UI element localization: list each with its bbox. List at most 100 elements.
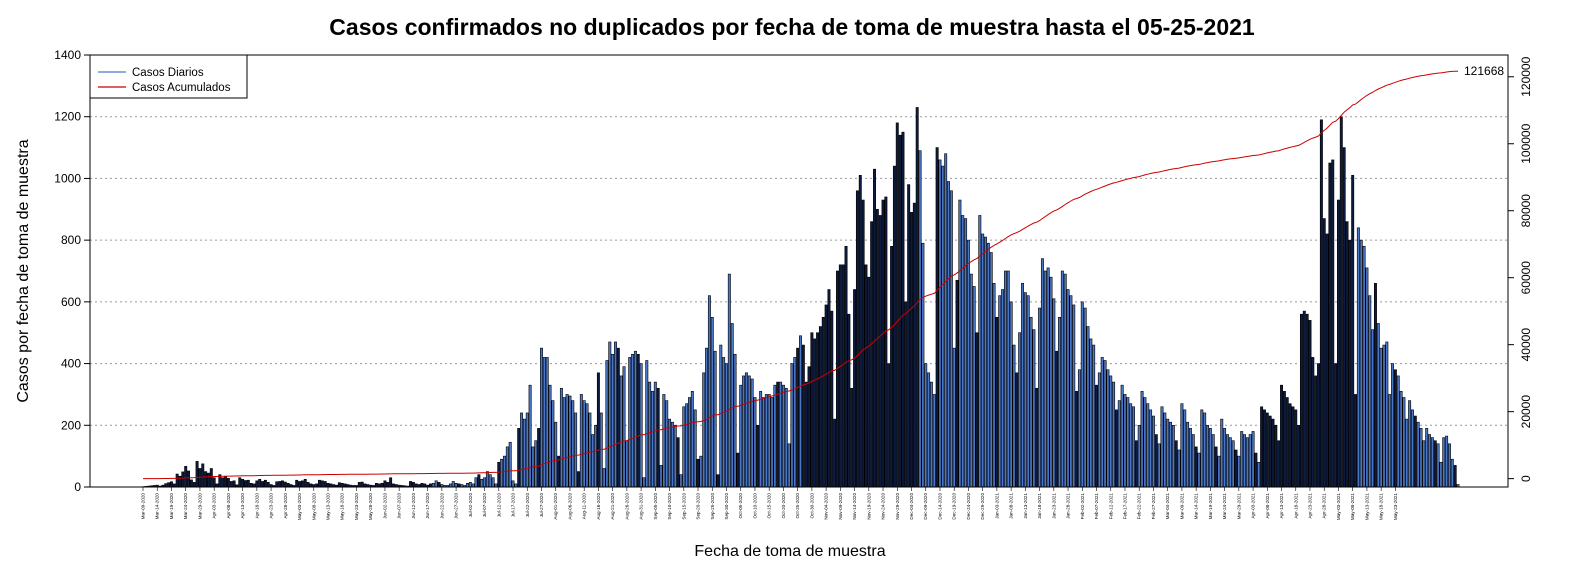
bar-daily (1277, 440, 1281, 488)
bar-daily (796, 347, 800, 488)
bar-daily (1430, 437, 1434, 488)
bar-daily (756, 424, 760, 488)
bar-daily (807, 366, 811, 488)
bar-daily (1419, 428, 1423, 488)
bar-daily (241, 478, 245, 488)
bar-daily (864, 264, 868, 488)
bar-daily (907, 184, 911, 488)
bar-daily (1405, 418, 1409, 488)
bar-daily (323, 481, 327, 488)
y-axis-title: Casos por fecha de toma de muestra (15, 139, 32, 402)
bar-daily (1348, 239, 1352, 488)
bar-daily (574, 412, 578, 488)
bar-daily (263, 479, 267, 488)
bar-daily (303, 478, 307, 488)
bar-daily (844, 246, 848, 488)
bar-daily (189, 479, 193, 488)
bar-daily (520, 412, 524, 488)
bar-daily (181, 471, 185, 488)
bar-daily (1436, 443, 1440, 488)
bar-daily (1166, 418, 1170, 488)
daily-bars (141, 107, 1460, 488)
bar-daily (614, 341, 617, 488)
date-tick-label: Mar-09-2020 (141, 493, 146, 520)
bar-daily (283, 481, 287, 488)
bar-daily (1126, 397, 1130, 488)
bar-daily (1174, 440, 1178, 488)
bar-daily (1453, 465, 1457, 488)
bar-daily (670, 421, 674, 488)
date-tick-label: Apr-18-2020 (254, 493, 259, 519)
date-tick-label: Jun-02-2020 (382, 493, 387, 519)
date-tick-label: Mar-04-2021 (1165, 493, 1170, 520)
bar-daily (1208, 428, 1212, 488)
date-tick-label: Feb-22-2021 (1137, 493, 1142, 520)
bar-daily (1103, 360, 1107, 488)
bar-daily (1339, 116, 1343, 488)
date-tick-label: Dec-19-2020 (952, 493, 957, 520)
bar-daily (562, 397, 566, 488)
bar-daily (904, 301, 908, 488)
bar-daily (918, 150, 922, 488)
bar-daily (935, 147, 939, 488)
bar-daily (793, 357, 797, 488)
bar-daily (1322, 218, 1326, 488)
bar-daily (608, 341, 612, 488)
bar-daily (972, 286, 976, 488)
bar-daily (548, 384, 552, 488)
bar-daily (605, 360, 609, 488)
date-tick-label: Feb-27-2021 (1151, 493, 1156, 520)
bar-daily (929, 381, 933, 488)
bar-daily (528, 384, 532, 488)
bar-daily (437, 482, 441, 488)
bar-daily (742, 375, 746, 488)
y2-tick-label: 20000 (1519, 395, 1533, 429)
bar-daily (648, 381, 652, 488)
bar-daily (804, 381, 808, 488)
y-tick-label: 800 (61, 233, 81, 247)
bar-daily (1382, 344, 1386, 488)
bar-daily (690, 391, 694, 488)
bar-daily (1003, 270, 1007, 488)
bar-daily (912, 202, 916, 488)
bar-daily (340, 482, 344, 488)
bar-daily (1112, 381, 1116, 488)
bar-daily (722, 357, 726, 488)
bar-daily (744, 372, 748, 488)
bar-daily (816, 332, 820, 488)
bar-daily (1450, 458, 1454, 488)
bar-daily (1305, 313, 1309, 488)
bar-daily (1021, 283, 1024, 488)
bar-daily (1163, 412, 1167, 488)
bar-daily (229, 481, 233, 488)
bar-daily (298, 481, 302, 488)
date-tick-label: May-03-2021 (1336, 493, 1341, 521)
date-tick-label: Apr-28-2021 (1322, 493, 1327, 519)
bar-daily (924, 363, 928, 488)
bar-daily (790, 363, 794, 488)
bar-daily (710, 316, 714, 488)
date-tick-label: Aug-21-2020 (610, 493, 615, 520)
bar-daily (1391, 363, 1394, 488)
bar-daily (1331, 159, 1335, 488)
bar-daily (702, 372, 706, 488)
bar-daily (1362, 246, 1366, 488)
bar-daily (192, 482, 196, 488)
bar-daily (1314, 375, 1318, 488)
bar-daily (517, 428, 521, 488)
bar-daily (585, 403, 589, 488)
bar-daily (1134, 440, 1138, 488)
bar-daily (545, 357, 549, 488)
bar-daily (662, 394, 666, 488)
bar-daily (1055, 350, 1059, 488)
date-tick-label: Sep-30-2020 (724, 493, 729, 520)
date-tick-label: May-23-2021 (1393, 493, 1398, 521)
bar-daily (1171, 424, 1175, 488)
date-tick-label: Mar-29-2020 (197, 493, 202, 520)
bar-daily (1243, 434, 1246, 488)
bar-daily (525, 412, 529, 488)
bar-daily (212, 477, 216, 488)
date-tick-label: Jun-12-2020 (411, 493, 416, 519)
date-tick-label: Nov-09-2020 (838, 493, 843, 520)
bar-daily (357, 482, 361, 488)
